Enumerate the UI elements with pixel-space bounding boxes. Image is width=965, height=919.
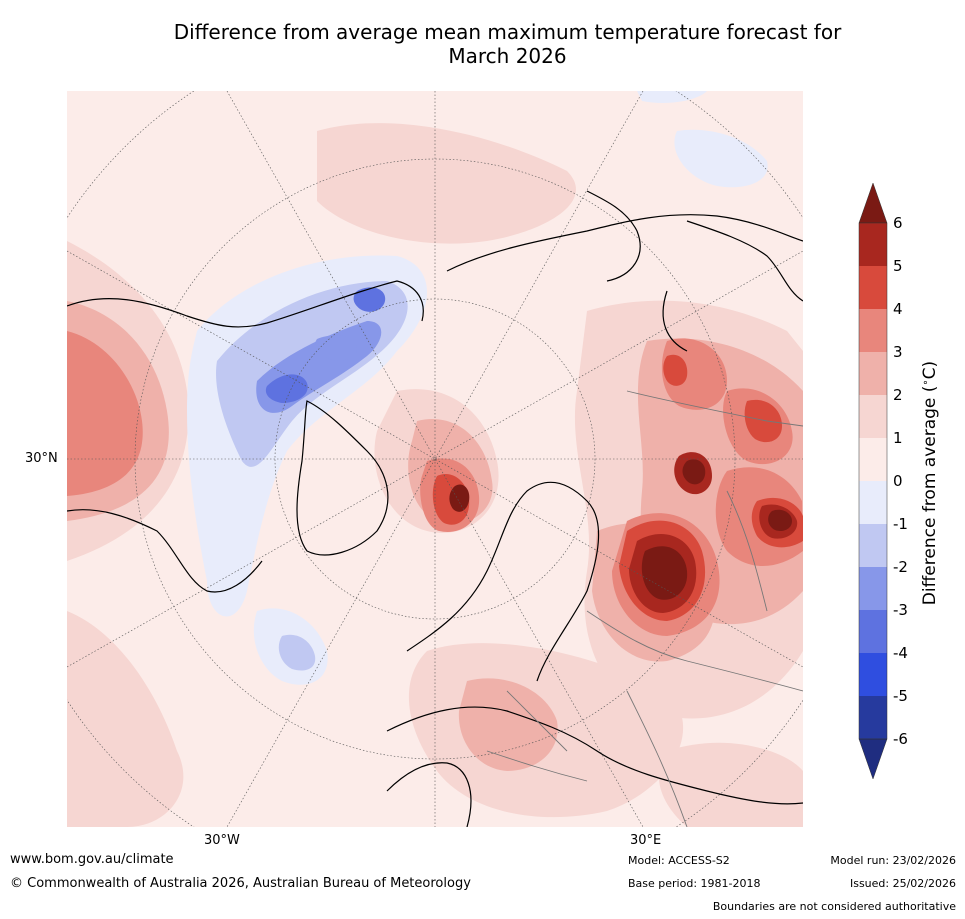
colorbar-tick-label: -6 (893, 730, 908, 748)
colorbar-tick-label: -2 (893, 558, 908, 576)
anomaly-minus-4-to-minus-3 (265, 287, 386, 403)
colorbar-tick-label: 1 (893, 429, 903, 447)
boundaries-note: Boundaries are not considered authoritat… (712, 900, 956, 913)
colorbar-bin (859, 352, 887, 395)
issued-text: Issued: 25/02/2026 (849, 877, 956, 890)
colorbar-tick-label: 2 (893, 386, 903, 404)
colorbar-bin (859, 524, 887, 567)
title-line-1: Difference from average mean maximum tem… (173, 20, 842, 44)
borders (486, 390, 803, 827)
forecast-map[interactable] (67, 91, 803, 827)
map-title: Difference from average mean maximum tem… (60, 20, 955, 68)
colorbar-bin (859, 438, 887, 481)
colorbar-bin (859, 309, 887, 352)
colorbar-tick-label: 4 (893, 300, 903, 318)
coastlines (67, 190, 803, 827)
colorbar-bin (859, 395, 887, 438)
colorbar-tick-label: -1 (893, 515, 908, 533)
colorbar-tick-label: -4 (893, 644, 908, 662)
colorbar-bin (859, 610, 887, 653)
base-period-text: Base period: 1981-2018 (628, 877, 761, 890)
anomaly-above-6 (449, 459, 792, 600)
colorbar-bin (859, 567, 887, 610)
colorbar-tick-label: 0 (893, 472, 903, 490)
colorbar-tick-label: 3 (893, 343, 903, 361)
colorbar-outline (858, 222, 888, 740)
colorbar-scale (858, 182, 888, 780)
model-run-text: Model run: 23/02/2026 (830, 854, 956, 867)
colorbar-extend-bottom (858, 738, 888, 780)
colorbar-bin (859, 223, 887, 266)
colorbar-tick-label: 5 (893, 257, 903, 275)
longitude-label-west: 30°W (204, 833, 240, 848)
latitude-label: 30°N (25, 451, 58, 466)
colorbar-bin (859, 266, 887, 309)
longitude-label-east: 30°E (630, 833, 662, 848)
colorbar-tick-label: -5 (893, 687, 908, 705)
colorbar-bin (859, 481, 887, 524)
graticule (67, 91, 803, 827)
model-text: Model: ACCESS-S2 (628, 854, 730, 867)
map-svg (67, 91, 803, 827)
colorbar: 6 5 4 3 2 1 0 -1 -2 -3 -4 -5 -6 Difference from aver… (855, 180, 965, 790)
colorbar-bin (859, 696, 887, 739)
title-line-2: March 2026 (448, 44, 567, 68)
colorbar-label: Difference from average (∘C) (920, 360, 940, 606)
colorbar-bin (859, 653, 887, 696)
colorbar-tick-label: -3 (893, 601, 908, 619)
copyright-text: © Commonwealth of Australia 2026, Austra… (10, 876, 471, 891)
colorbar-tick-label: 6 (893, 214, 903, 232)
website-link[interactable]: www.bom.gov.au/climate (10, 852, 174, 867)
colorbar-extend-top (858, 182, 888, 224)
